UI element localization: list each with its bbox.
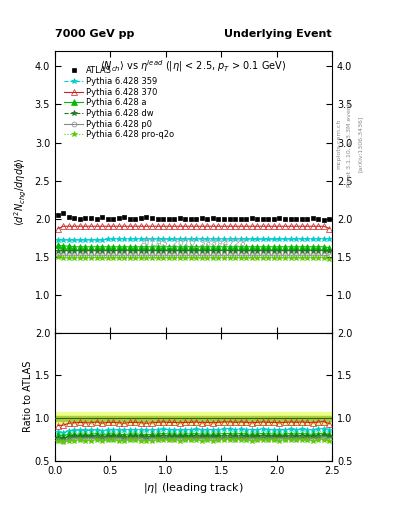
- Y-axis label: Ratio to ATLAS: Ratio to ATLAS: [24, 361, 33, 433]
- Legend: ATLAS, Pythia 6.428 359, Pythia 6.428 370, Pythia 6.428 a, Pythia 6.428 dw, Pyth: ATLAS, Pythia 6.428 359, Pythia 6.428 37…: [62, 64, 177, 142]
- Bar: [55, 416, 332, 421]
- Text: Rivet 3.1.10, ≥ 3.3M events: Rivet 3.1.10, ≥ 3.3M events: [347, 99, 352, 187]
- Text: ATLAS_2010_S8894728: ATLAS_2010_S8894728: [141, 238, 246, 247]
- Y-axis label: $\langle d^2 N_{chg}/d\eta d\phi \rangle$: $\langle d^2 N_{chg}/d\eta d\phi \rangle…: [13, 158, 29, 226]
- Bar: [55, 412, 332, 424]
- Text: $\langle N_{ch}\rangle$ vs $\eta^{lead}$ ($|\eta|$ < 2.5, $p_T$ > 0.1 GeV): $\langle N_{ch}\rangle$ vs $\eta^{lead}$…: [100, 58, 287, 74]
- Text: 7000 GeV pp: 7000 GeV pp: [55, 29, 134, 38]
- Text: Underlying Event: Underlying Event: [224, 29, 332, 38]
- Text: [arXiv:1306.3436]: [arXiv:1306.3436]: [358, 115, 363, 172]
- X-axis label: $|\eta|$ (leading track): $|\eta|$ (leading track): [143, 481, 244, 495]
- Text: mcplots.cern.ch: mcplots.cern.ch: [336, 118, 341, 168]
